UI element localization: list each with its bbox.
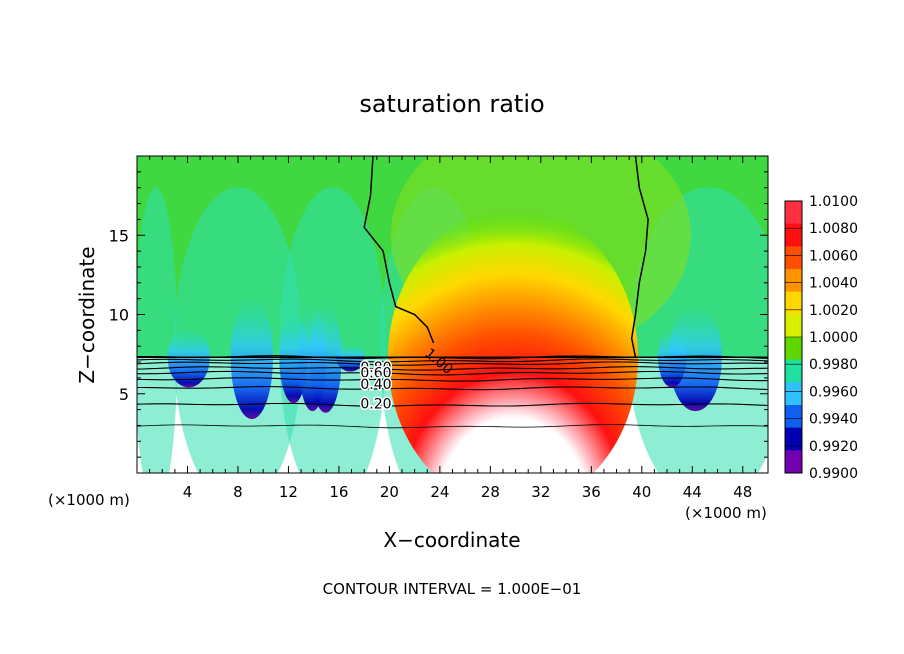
colorbar-label: 1.0040 [809, 276, 858, 292]
contour-line-1-00 [630, 156, 649, 358]
y-axis-label: Z−coordinate [75, 246, 99, 383]
x-axis: 4 8 12 16 20 24 28 32 36 40 44 48 [149, 156, 756, 501]
y-tick-label: 5 [119, 385, 129, 404]
y-tick-label: 10 [109, 306, 129, 325]
colorbar-label: 1.0100 [809, 194, 858, 210]
x-tick-label: 32 [531, 483, 550, 501]
colorbar-swatch [785, 291, 802, 315]
colorbar-swatch [785, 269, 802, 293]
x-axis-label: X−coordinate [383, 528, 520, 552]
colorbar-swatch [785, 450, 802, 474]
x-tick-label: 28 [481, 483, 500, 501]
x-tick-label: 16 [329, 483, 348, 501]
colorbar-swatch [785, 246, 802, 270]
colorbar-swatch [785, 405, 802, 429]
contour-label: 0.80 [360, 360, 391, 376]
colorbar-swatch [785, 223, 802, 247]
colorbar-swatch [785, 382, 802, 406]
x-tick-label: 8 [233, 483, 243, 501]
contour-label: 0.40 [360, 377, 391, 393]
contour-line [137, 424, 768, 429]
plot-area: 1.000.800.600.400.20 [137, 156, 768, 473]
y-tick-label: 15 [109, 226, 129, 245]
x-unit-right: (×1000 m) [685, 504, 767, 522]
contour-line [137, 386, 768, 391]
contour-line [137, 358, 768, 363]
colorbar-label: 1.0060 [809, 248, 858, 264]
x-tick-label: 20 [380, 483, 399, 501]
contour-line [137, 370, 768, 376]
contour-line [137, 366, 768, 371]
contour-interval-note: CONTOUR INTERVAL = 1.000E−01 [323, 580, 582, 598]
colorbar-label: 0.9900 [809, 466, 858, 482]
colorbar-label: 0.9960 [809, 384, 858, 400]
x-tick-label: 40 [632, 483, 651, 501]
contour-line [137, 402, 768, 407]
colorbar-swatch [785, 359, 802, 383]
colorbar-label: 0.9920 [809, 439, 858, 455]
cyan-region [137, 187, 178, 473]
contour-line [137, 377, 768, 382]
colorbar-label: 1.0080 [809, 221, 858, 237]
colorbar-label: 1.0020 [809, 303, 858, 319]
x-unit-left: (×1000 m) [48, 491, 130, 509]
x-tick-label: 12 [279, 483, 298, 501]
colorbar-swatch [785, 314, 802, 338]
x-tick-label: 4 [183, 483, 193, 501]
contour-line [137, 361, 768, 366]
contour-line-1-00 [363, 156, 435, 344]
cloud-core-shading [388, 208, 638, 473]
contour-label: 0.20 [360, 396, 391, 412]
colorbar-swatch [785, 201, 802, 225]
chart-title: saturation ratio [359, 90, 544, 118]
contour-lines [137, 156, 768, 429]
x-tick-label: 44 [683, 483, 702, 501]
x-tick-label: 24 [430, 483, 449, 501]
colorbar: 1.0100 1.0080 1.0060 1.0040 1.0020 1.0000 0.99… [784, 194, 858, 482]
colorbar-label: 1.0000 [809, 330, 858, 346]
colorbar-label: 0.9940 [809, 412, 858, 428]
y-axis: 5 10 15 [109, 171, 768, 458]
colorbar-swatch [785, 427, 802, 451]
colorbar-label: 0.9980 [809, 357, 858, 373]
contour-label: 0.60 [360, 365, 391, 381]
colorbar-swatch [785, 337, 802, 361]
x-tick-label: 36 [582, 483, 601, 501]
x-tick-label: 48 [733, 483, 752, 501]
